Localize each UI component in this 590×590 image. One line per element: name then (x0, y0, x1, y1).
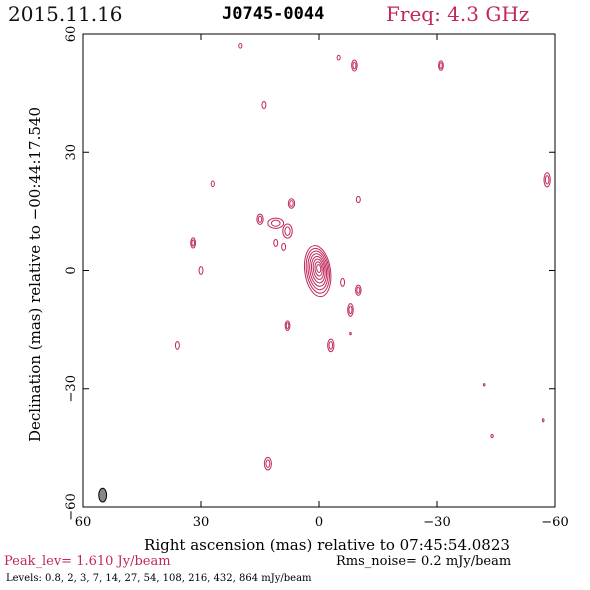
core-contour-ring (310, 255, 326, 284)
component-contour (355, 195, 361, 204)
component-contour (340, 277, 346, 287)
core-contour-ring (314, 261, 323, 277)
x-tick-label: 60 (75, 515, 92, 530)
x-tick-label: −30 (423, 515, 450, 530)
core-contour-ring (309, 253, 328, 287)
core-contour-ring (303, 245, 332, 298)
component-contour (355, 284, 362, 296)
y-tick-label: 30 (64, 144, 79, 161)
frequency-label: Freq: 4.3 GHz (386, 2, 530, 26)
peak-level: Peak_lev= 1.610 Jy/beam (4, 554, 171, 569)
core-contour-ring (307, 250, 329, 291)
component-contour-inner (348, 305, 353, 315)
component-contour (347, 303, 354, 317)
component-contour (351, 59, 358, 72)
component-contour-inner (352, 61, 357, 70)
component-contour-inner (191, 239, 195, 247)
core-contour-ring (312, 258, 325, 280)
component-contour-inner (257, 215, 263, 223)
tick-labels-group: 60 30 0 −30 −60 −60 −30 0 30 60 (64, 26, 569, 530)
x-tick-label: −60 (541, 515, 568, 530)
source-name: J0745-0044 (222, 4, 325, 24)
contour-levels: Levels: 0.8, 2, 3, 7, 14, 27, 54, 108, 2… (6, 573, 312, 584)
y-tick-label: 60 (64, 26, 79, 43)
component-contour-inner (356, 286, 361, 294)
component-contour (281, 242, 287, 251)
core-contour-ring (305, 247, 330, 294)
component-contour (267, 217, 285, 229)
component-contour-inner (265, 459, 271, 468)
plot-frame (82, 33, 556, 508)
component-contour (287, 198, 296, 209)
beam-ellipse (98, 487, 108, 503)
component-contour (327, 338, 335, 353)
contours-group (174, 42, 551, 471)
x-tick-label: 30 (193, 515, 210, 530)
rms-noise: Rms_noise= 0.2 mJy/beam (336, 554, 512, 569)
component-contour-inner (328, 341, 334, 350)
component-contour (238, 42, 243, 49)
component-contour (541, 418, 545, 423)
observation-date: 2015.11.16 (8, 2, 123, 26)
component-contour-inner (284, 226, 291, 236)
component-contour (284, 320, 291, 331)
component-contour (349, 331, 352, 336)
component-contour (174, 340, 180, 350)
component-contour-inner (285, 322, 290, 330)
component-contour (282, 223, 293, 239)
component-contour (256, 213, 264, 225)
component-contour-inner (289, 200, 294, 207)
component-contour (438, 60, 444, 71)
component-contour (190, 237, 196, 249)
component-contour (198, 266, 204, 275)
x-tick-label: 0 (315, 515, 323, 530)
y-tick-label: 0 (64, 266, 79, 274)
component-contour (490, 433, 494, 439)
beam-group (98, 487, 108, 503)
y-axis-label: Declination (mas) relative to −00:44:17.… (26, 107, 44, 442)
y-tick-label: −60 (64, 493, 79, 520)
component-contour (263, 456, 272, 471)
ticks-group (82, 33, 556, 508)
component-contour (210, 180, 215, 188)
component-contour-inner (544, 175, 550, 185)
component-contour (543, 172, 551, 188)
component-contour-inner (439, 62, 443, 69)
component-contour-inner (270, 219, 281, 227)
core-contour-ring (316, 264, 322, 273)
y-tick-label: −30 (64, 375, 79, 402)
component-contour (261, 100, 267, 109)
component-contour (336, 54, 341, 61)
component-contour (273, 238, 279, 247)
x-axis-label: Right ascension (mas) relative to 07:45:… (144, 536, 510, 554)
component-contour (482, 383, 486, 387)
